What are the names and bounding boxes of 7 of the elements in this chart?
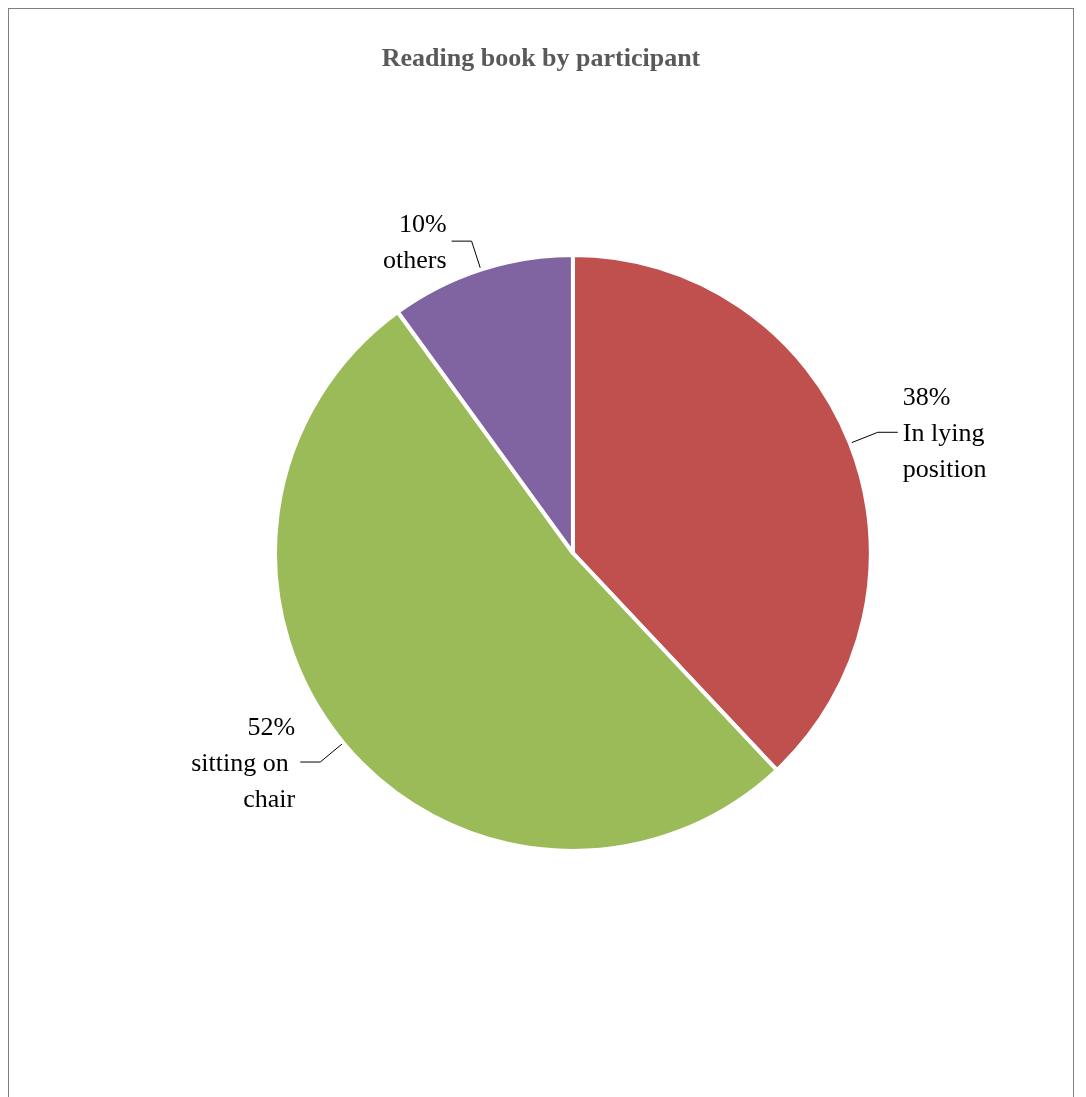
chart-title: Reading book by participant — [381, 42, 701, 72]
slice-label: sitting on chair — [191, 747, 296, 813]
slice-label: In lying position — [902, 417, 991, 483]
data-label: 10% — [398, 208, 447, 238]
data-label: 52% — [247, 711, 296, 741]
data-label: 38% — [902, 381, 951, 411]
slice-label: others — [383, 244, 447, 274]
